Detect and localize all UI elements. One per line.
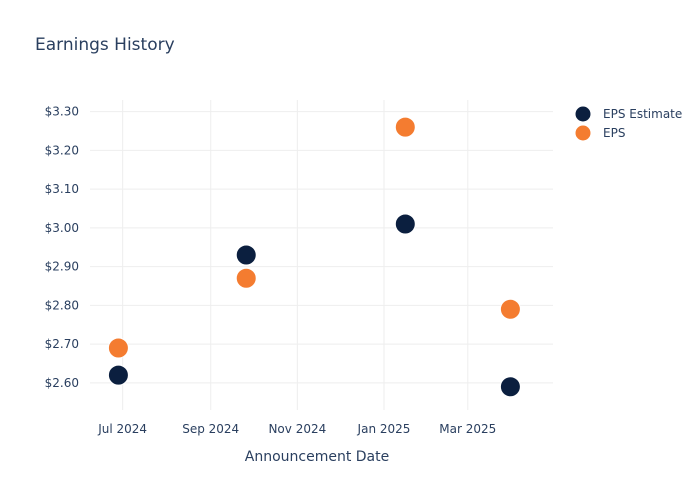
y-tick-label: $2.80 (45, 298, 79, 312)
legend-marker (574, 124, 592, 142)
y-tick-label: $3.20 (45, 143, 79, 157)
legend-label: EPS Estimate (603, 107, 682, 121)
y-tick-label: $3.00 (45, 221, 79, 235)
tick-layer: $2.60 $2.70 $2.80 $2.90 $3.00 $3.10 $3.20 $3.30… (45, 105, 497, 436)
legend-item[interactable]: EPS (574, 124, 625, 142)
x-tick-label: Mar 2025 (439, 422, 496, 436)
data-point[interactable] (394, 116, 416, 138)
data-point[interactable] (107, 337, 129, 359)
data-point[interactable] (107, 364, 129, 386)
legend-item[interactable]: EPS Estimate (574, 105, 682, 123)
legend-marker (574, 105, 592, 123)
data-point[interactable] (235, 244, 257, 266)
x-tick-label: Jan 2025 (357, 422, 411, 436)
data-point[interactable] (499, 376, 521, 398)
data-point[interactable] (499, 298, 521, 320)
y-tick-label: $2.90 (45, 260, 79, 274)
x-axis-title: Announcement Date (245, 449, 389, 465)
data-point[interactable] (235, 267, 257, 289)
y-tick-label: $2.70 (45, 337, 79, 351)
chart-title: Earnings History (35, 35, 175, 55)
y-tick-label: $3.10 (45, 182, 79, 196)
y-tick-label: $3.30 (45, 105, 79, 119)
x-tick-label: Sep 2024 (182, 422, 239, 436)
y-tick-label: $2.60 (45, 376, 79, 390)
data-point[interactable] (394, 213, 416, 235)
legend[interactable]: EPS Estimate EPS (574, 105, 682, 142)
point-layer (107, 116, 521, 398)
grid-layer (90, 100, 553, 410)
legend-label: EPS (603, 126, 625, 140)
series-eps (107, 116, 521, 359)
series-eps-estimate (107, 213, 521, 398)
x-tick-label: Nov 2024 (268, 422, 326, 436)
x-tick-label: Jul 2024 (97, 422, 147, 436)
